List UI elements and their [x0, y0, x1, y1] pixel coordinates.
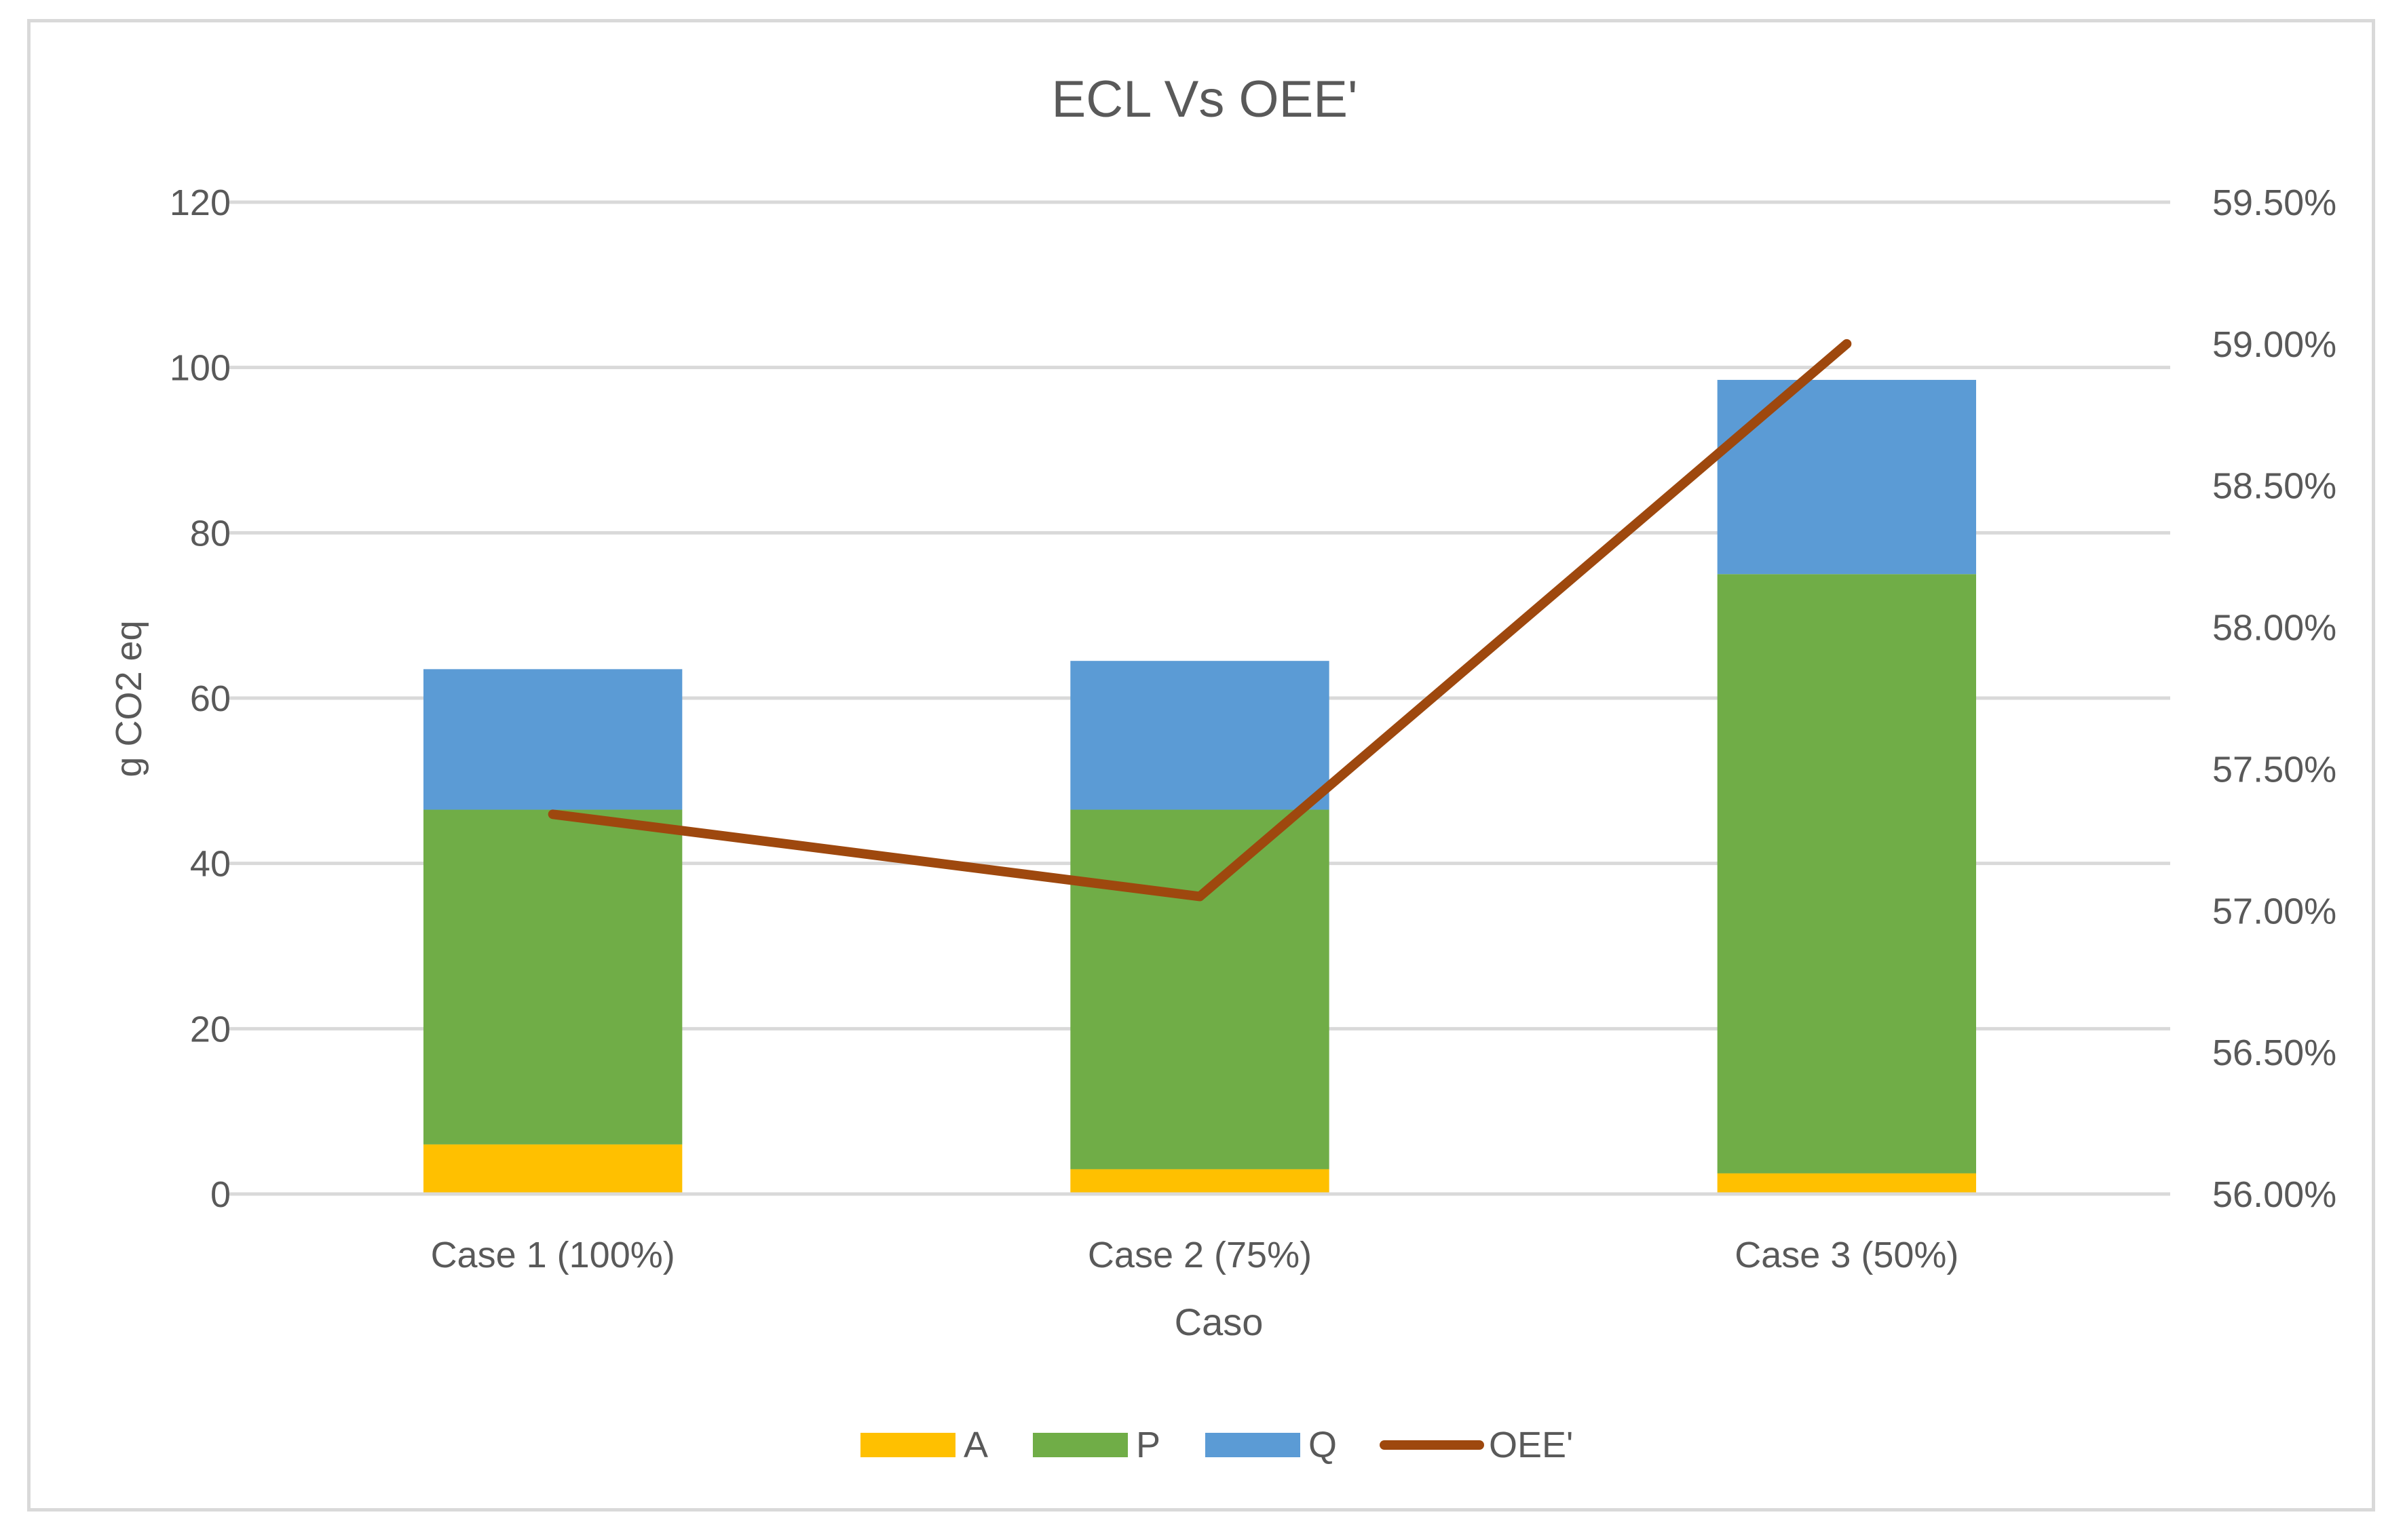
y-axis-left: 0 20 40 60 80 100 120	[170, 182, 231, 1215]
y-axis-right: 56.00% 56.50% 57.00% 57.50% 58.00% 58.50% 59.0…	[2212, 182, 2336, 1215]
x-axis-label: Caso	[1175, 1301, 1264, 1343]
bar-series	[423, 379, 1976, 1194]
legend-label: Q	[1308, 1425, 1337, 1465]
bar-a	[1070, 1169, 1329, 1194]
x-tick-label: Case 3 (50%)	[1735, 1235, 1958, 1275]
legend-label: OEE'	[1489, 1425, 1573, 1465]
bar-a	[1717, 1173, 1976, 1194]
chart-title: ECL Vs OEE'	[1052, 71, 1358, 128]
bar-p	[1717, 574, 1976, 1174]
legend-label: P	[1136, 1425, 1160, 1465]
y-tick-label: 60	[190, 678, 231, 719]
y2-tick-label: 56.50%	[2212, 1033, 2336, 1073]
y-axis-label: g CO2 eq	[109, 620, 149, 777]
y-tick-label: 80	[190, 513, 231, 554]
bar-p	[1070, 809, 1329, 1170]
y-tick-label: 20	[190, 1009, 231, 1050]
y2-tick-label: 58.00%	[2212, 608, 2336, 649]
y2-tick-label: 59.50%	[2212, 182, 2336, 223]
y-tick-label: 0	[210, 1174, 231, 1215]
y2-tick-label: 59.00%	[2212, 324, 2336, 365]
y2-tick-label: 56.00%	[2212, 1174, 2336, 1215]
y-tick-label: 40	[190, 844, 231, 885]
y-tick-label: 100	[170, 348, 231, 389]
bar-p	[423, 809, 683, 1144]
bar-a	[423, 1144, 683, 1194]
bar-q	[1070, 661, 1329, 810]
y2-tick-label: 57.50%	[2212, 749, 2336, 790]
x-tick-label: Case 1 (100%)	[431, 1235, 675, 1275]
legend-swatch-p	[1033, 1433, 1128, 1457]
x-axis: Case 1 (100%) Case 2 (75%) Case 3 (50%)	[229, 1192, 2170, 1275]
x-tick-label: Case 2 (75%)	[1088, 1235, 1312, 1275]
bar-q	[423, 669, 683, 810]
y-tick-label: 120	[170, 182, 231, 223]
legend-swatch-a	[860, 1433, 955, 1457]
legend-label: A	[964, 1425, 988, 1465]
y2-tick-label: 58.50%	[2212, 466, 2336, 507]
bar-q	[1717, 379, 1976, 575]
line-series	[548, 339, 1852, 902]
y2-tick-label: 57.00%	[2212, 891, 2336, 931]
legend: A P Q OEE'	[860, 1425, 1573, 1465]
legend-swatch-q	[1205, 1433, 1300, 1457]
